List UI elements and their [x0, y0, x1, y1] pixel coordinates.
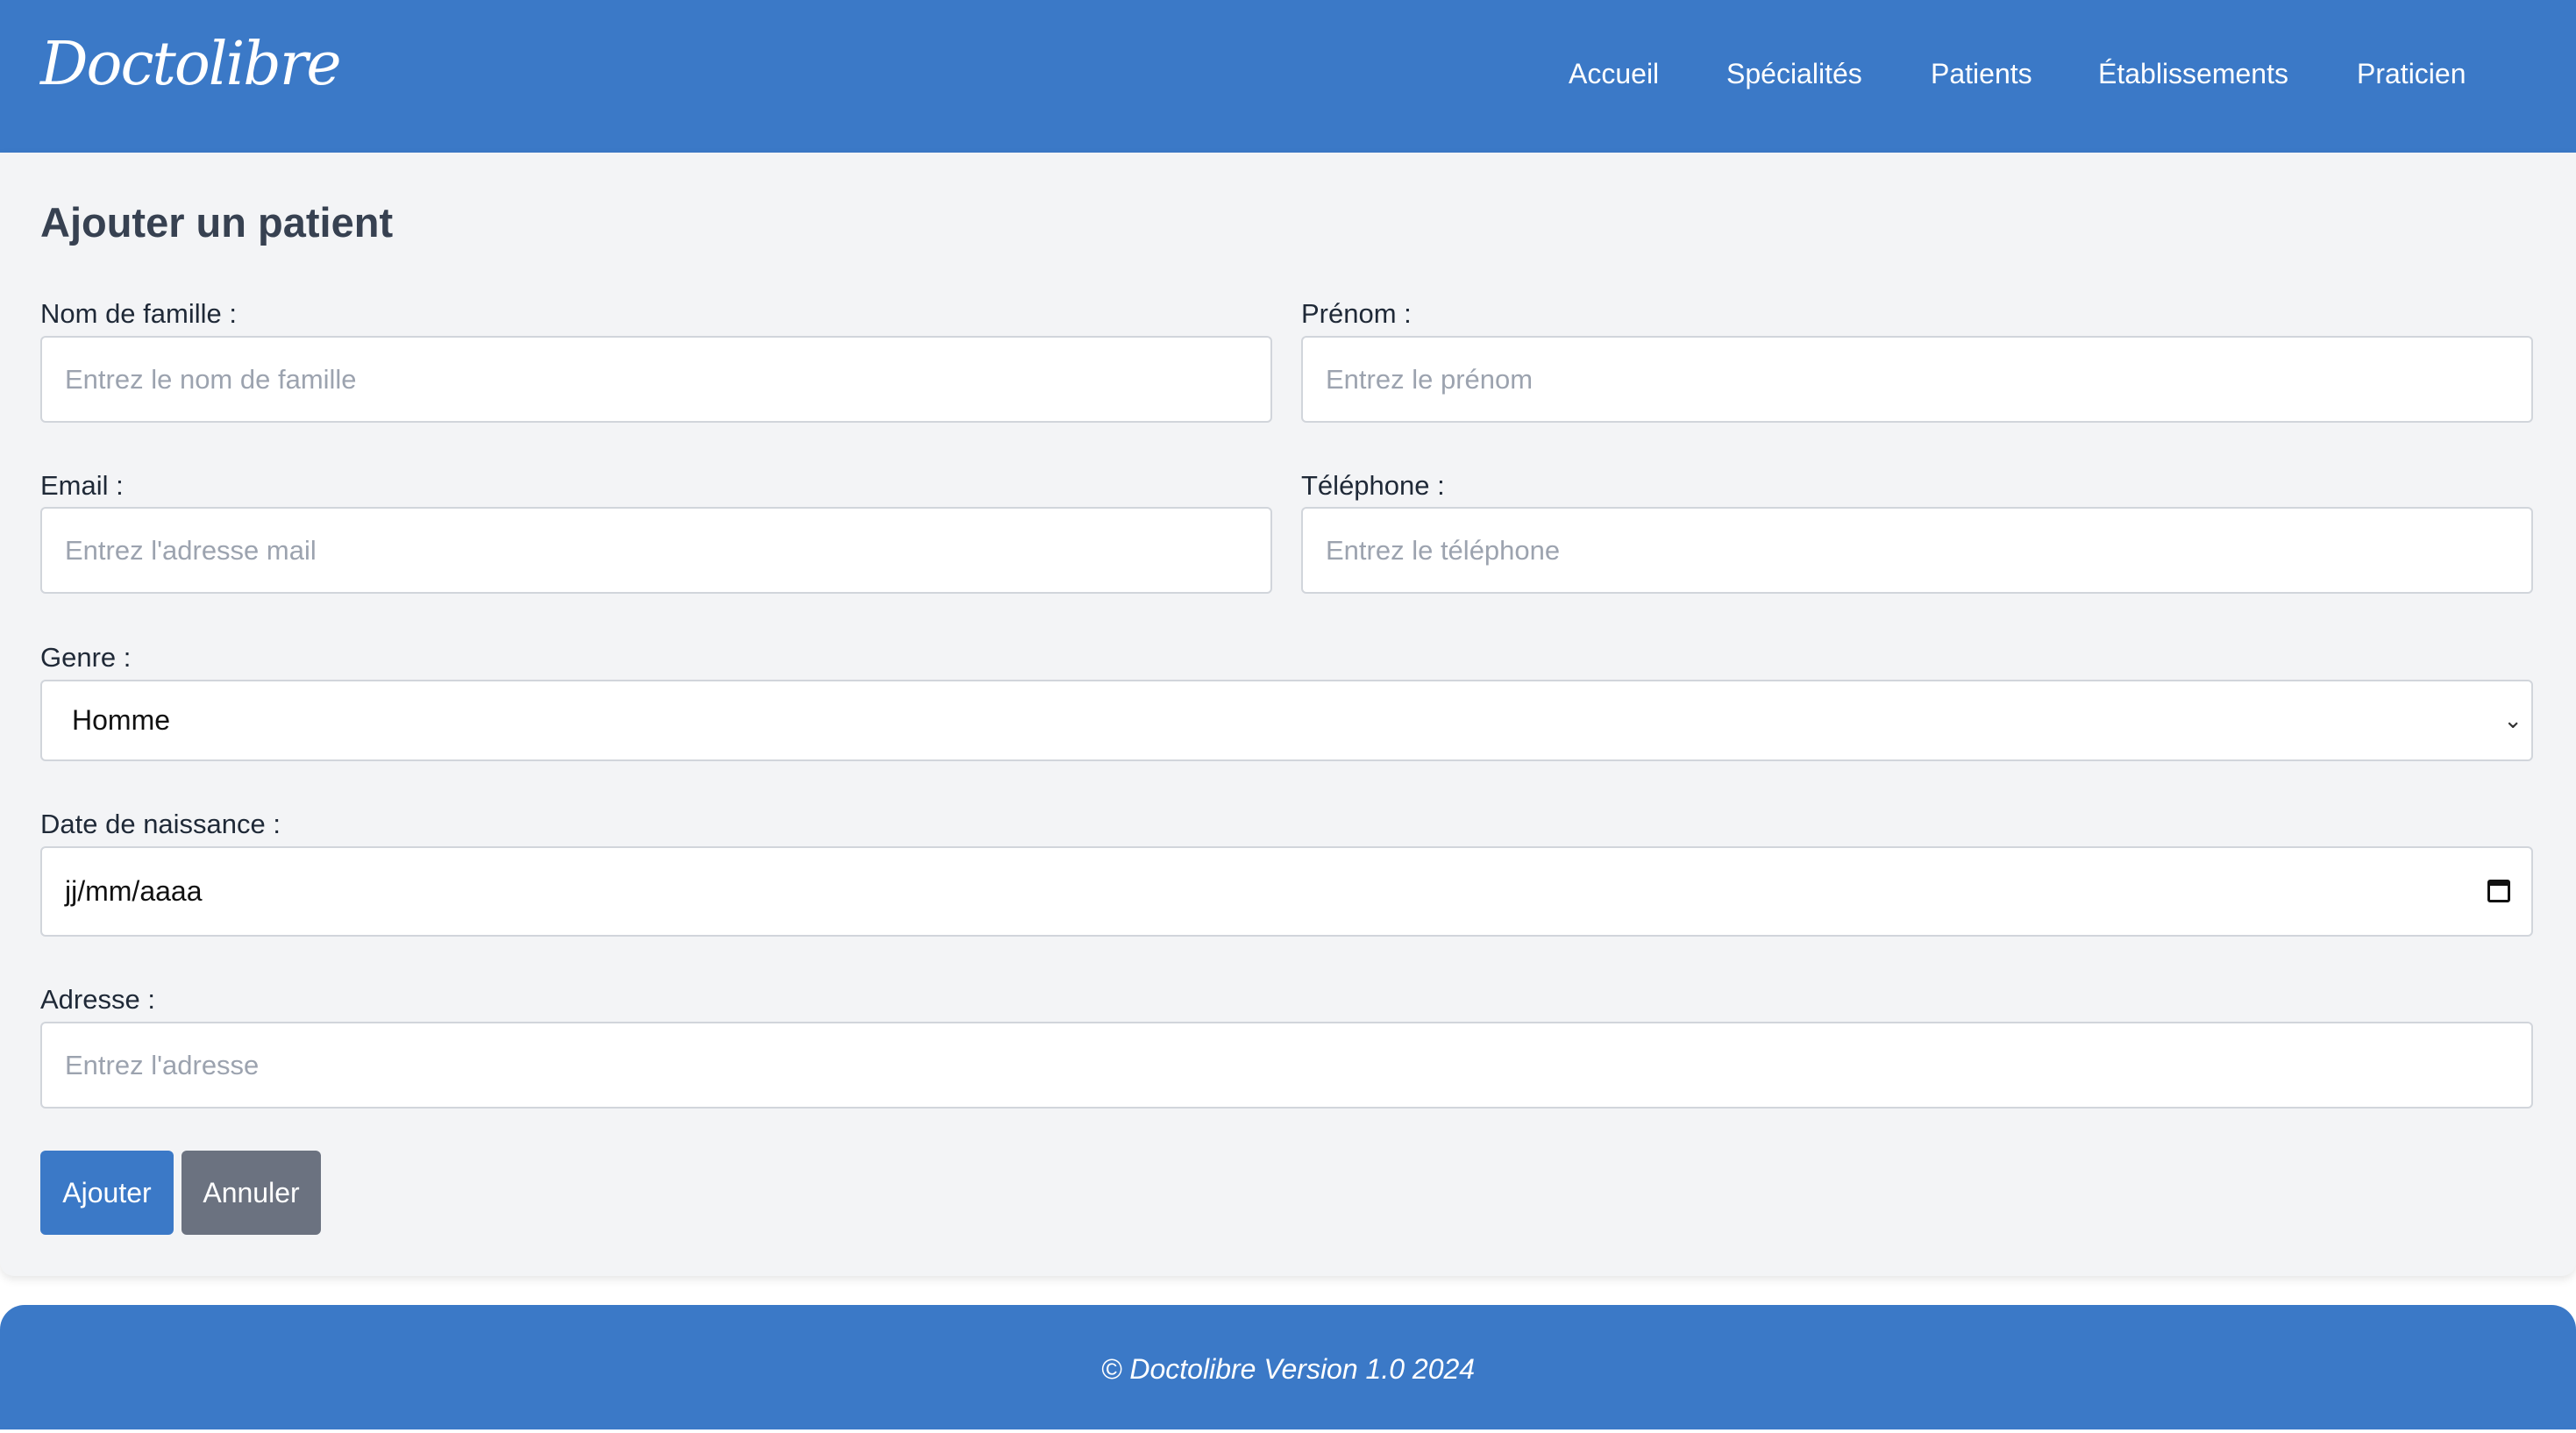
nav-accueil[interactable]: Accueil: [1569, 58, 1660, 89]
calendar-icon[interactable]: [2487, 880, 2510, 902]
nom-label: Nom de famille :: [40, 298, 237, 329]
adresse-input[interactable]: [40, 1022, 2533, 1109]
prenom-label: Prénom :: [1301, 298, 1412, 329]
footer-text: © Doctolibre Version 1.0 2024: [1100, 1353, 1476, 1385]
telephone-label: Téléphone :: [1301, 470, 1445, 501]
genre-value: Homme: [72, 704, 171, 736]
nav-specialites[interactable]: Spécialités: [1726, 58, 1862, 89]
email-label: Email :: [40, 470, 124, 501]
annuler-button[interactable]: Annuler: [181, 1151, 321, 1235]
nom-input[interactable]: [40, 336, 1272, 423]
logo[interactable]: Doctolibre: [40, 30, 342, 99]
ajouter-button[interactable]: Ajouter: [40, 1151, 174, 1235]
prenom-input[interactable]: [1301, 336, 2533, 423]
footer: © Doctolibre Version 1.0 2024: [0, 1305, 2576, 1429]
nav-praticien[interactable]: Praticien: [2357, 58, 2466, 89]
adresse-label: Adresse :: [40, 984, 155, 1015]
genre-label: Genre :: [40, 642, 132, 673]
telephone-input[interactable]: [1301, 507, 2533, 594]
page-title: Ajouter un patient: [40, 199, 394, 246]
date-value: jj/mm/aaaa: [65, 875, 203, 907]
nav-patients[interactable]: Patients: [1931, 58, 2032, 89]
header: Doctolibre Accueil Spécialités Patients …: [0, 0, 2576, 153]
chevron-down-icon: ⌄: [2503, 707, 2523, 733]
nav-etablissements[interactable]: Établissements: [2098, 58, 2288, 89]
date-label: Date de naissance :: [40, 809, 281, 839]
email-input[interactable]: [40, 507, 1272, 594]
date-naissance-input[interactable]: jj/mm/aaaa: [40, 846, 2533, 937]
genre-select[interactable]: Homme ⌄: [40, 680, 2533, 761]
